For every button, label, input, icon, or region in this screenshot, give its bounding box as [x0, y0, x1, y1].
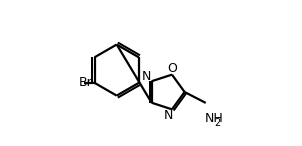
Text: N: N — [164, 109, 173, 122]
Text: NH: NH — [205, 112, 224, 126]
Text: O: O — [167, 62, 177, 75]
Text: N: N — [141, 70, 151, 83]
Text: 2: 2 — [215, 118, 221, 128]
Text: Br: Br — [79, 76, 93, 89]
